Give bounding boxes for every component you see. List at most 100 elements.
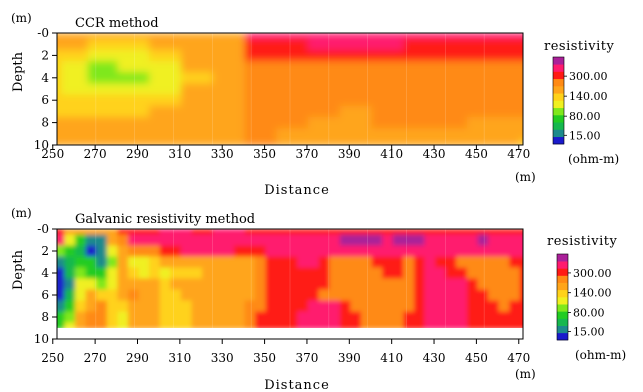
heatmap-cell bbox=[87, 94, 119, 107]
heatmap-cell bbox=[117, 234, 129, 247]
y-unit-label: (m) bbox=[11, 11, 32, 25]
heatmap-cell bbox=[202, 229, 214, 236]
heatmap-cell bbox=[128, 256, 140, 269]
heatmap-cell bbox=[329, 289, 341, 302]
colorbar-tick-label: 80.00 bbox=[573, 306, 605, 319]
heatmap-cell bbox=[308, 278, 320, 291]
heatmap-cell bbox=[57, 256, 66, 269]
y-tick-label: 10 bbox=[34, 138, 49, 152]
heatmap-cell bbox=[180, 117, 214, 130]
heatmap-cell bbox=[424, 289, 437, 302]
heatmap-cell bbox=[477, 229, 490, 236]
heatmap-cell bbox=[138, 300, 151, 313]
heatmap-cell bbox=[212, 128, 246, 141]
heatmap-cell bbox=[265, 300, 278, 313]
heatmap-cell bbox=[149, 322, 161, 329]
heatmap-cell bbox=[519, 33, 523, 40]
heatmap-cell bbox=[308, 300, 320, 313]
heatmap-cell bbox=[149, 289, 161, 302]
heatmap-cell bbox=[212, 33, 246, 40]
y-axis-label: Depth bbox=[11, 51, 26, 92]
heatmap-cell bbox=[286, 229, 299, 236]
heatmap-cell bbox=[233, 229, 246, 236]
heatmap-cell bbox=[329, 234, 341, 247]
heatmap-cell bbox=[138, 311, 151, 324]
heatmap-cell bbox=[424, 322, 437, 329]
heatmap-cell bbox=[308, 33, 341, 40]
heatmap-cell bbox=[180, 33, 214, 40]
heatmap-cell bbox=[57, 49, 63, 62]
heatmap-cell bbox=[233, 322, 246, 329]
heatmap-cell bbox=[61, 94, 89, 107]
heatmap-cell bbox=[329, 322, 341, 329]
heatmap-cell bbox=[57, 234, 66, 247]
heatmap-cell bbox=[456, 289, 468, 302]
heatmap-cell bbox=[392, 267, 405, 280]
heatmap-cell bbox=[180, 229, 193, 236]
heatmap-cell bbox=[466, 278, 479, 291]
heatmap-cell bbox=[265, 278, 278, 291]
heatmap-cell bbox=[435, 72, 468, 85]
heatmap-cell bbox=[456, 300, 468, 313]
heatmap-cell bbox=[117, 245, 129, 258]
heatmap-cell bbox=[477, 278, 490, 291]
heatmap-cell bbox=[318, 267, 331, 280]
colorbar-swatch bbox=[553, 64, 564, 72]
heatmap-cell bbox=[286, 245, 299, 258]
heatmap-cell bbox=[329, 267, 341, 280]
heatmap-cell bbox=[233, 267, 246, 280]
heatmap-cell bbox=[435, 49, 468, 62]
heatmap-cell bbox=[170, 322, 182, 329]
heatmap-cell bbox=[435, 94, 468, 107]
heatmap-cell bbox=[350, 322, 362, 329]
heatmap-cell bbox=[223, 267, 235, 280]
heatmap-cell bbox=[498, 33, 521, 40]
colorbar-swatch bbox=[557, 254, 568, 262]
heatmap-cell bbox=[106, 278, 119, 291]
heatmap-cell bbox=[413, 229, 426, 236]
heatmap-cell bbox=[308, 117, 341, 130]
heatmap-cell bbox=[392, 229, 405, 236]
colorbar-swatch bbox=[553, 107, 564, 116]
chart-title: CCR method bbox=[75, 16, 159, 31]
heatmap-cell bbox=[286, 234, 299, 247]
heatmap-cell bbox=[61, 139, 89, 145]
heatmap-cell bbox=[149, 300, 161, 313]
colorbar-swatch bbox=[553, 136, 564, 145]
heatmap-cell bbox=[318, 278, 331, 291]
heatmap-cell bbox=[382, 278, 394, 291]
x-tick-label: 310 bbox=[168, 147, 191, 161]
heatmap-cell bbox=[64, 234, 76, 247]
heatmap-cell bbox=[85, 278, 98, 291]
heatmap-cell bbox=[49, 301, 55, 313]
heatmap-cell bbox=[128, 311, 140, 324]
heatmap-cell bbox=[424, 311, 437, 324]
heatmap-cell bbox=[413, 267, 426, 280]
chart-panel-2: 250 270 290 310 330 350 370 390 410 430 450 470-024… bbox=[11, 206, 626, 392]
heatmap-cell bbox=[117, 128, 151, 141]
heatmap-cell bbox=[456, 245, 468, 258]
heatmap-cell bbox=[318, 234, 331, 247]
heatmap-cell bbox=[276, 117, 309, 130]
heatmap-cell bbox=[403, 72, 437, 85]
heatmap-cell bbox=[212, 311, 225, 324]
heatmap-cell bbox=[159, 245, 172, 258]
heatmap-cell bbox=[339, 38, 373, 51]
heatmap-cell bbox=[297, 256, 309, 269]
heatmap-cell bbox=[413, 289, 426, 302]
heatmap-cell bbox=[477, 245, 490, 258]
x-tick-label: 250 bbox=[41, 147, 64, 161]
heatmap-cell bbox=[339, 311, 352, 324]
heatmap-cell bbox=[149, 72, 182, 85]
heatmap-cell bbox=[180, 267, 193, 280]
heatmap-cell bbox=[265, 267, 278, 280]
heatmap-cell bbox=[350, 256, 362, 269]
heatmap-cell bbox=[371, 61, 405, 74]
heatmap-cell bbox=[339, 105, 373, 118]
heatmap-cell bbox=[382, 256, 394, 269]
heatmap-cell bbox=[318, 322, 331, 329]
heatmap-cell bbox=[212, 278, 225, 291]
heatmap-cell bbox=[371, 267, 384, 280]
heatmap-cell bbox=[456, 322, 468, 329]
heatmap-cell bbox=[308, 61, 341, 74]
